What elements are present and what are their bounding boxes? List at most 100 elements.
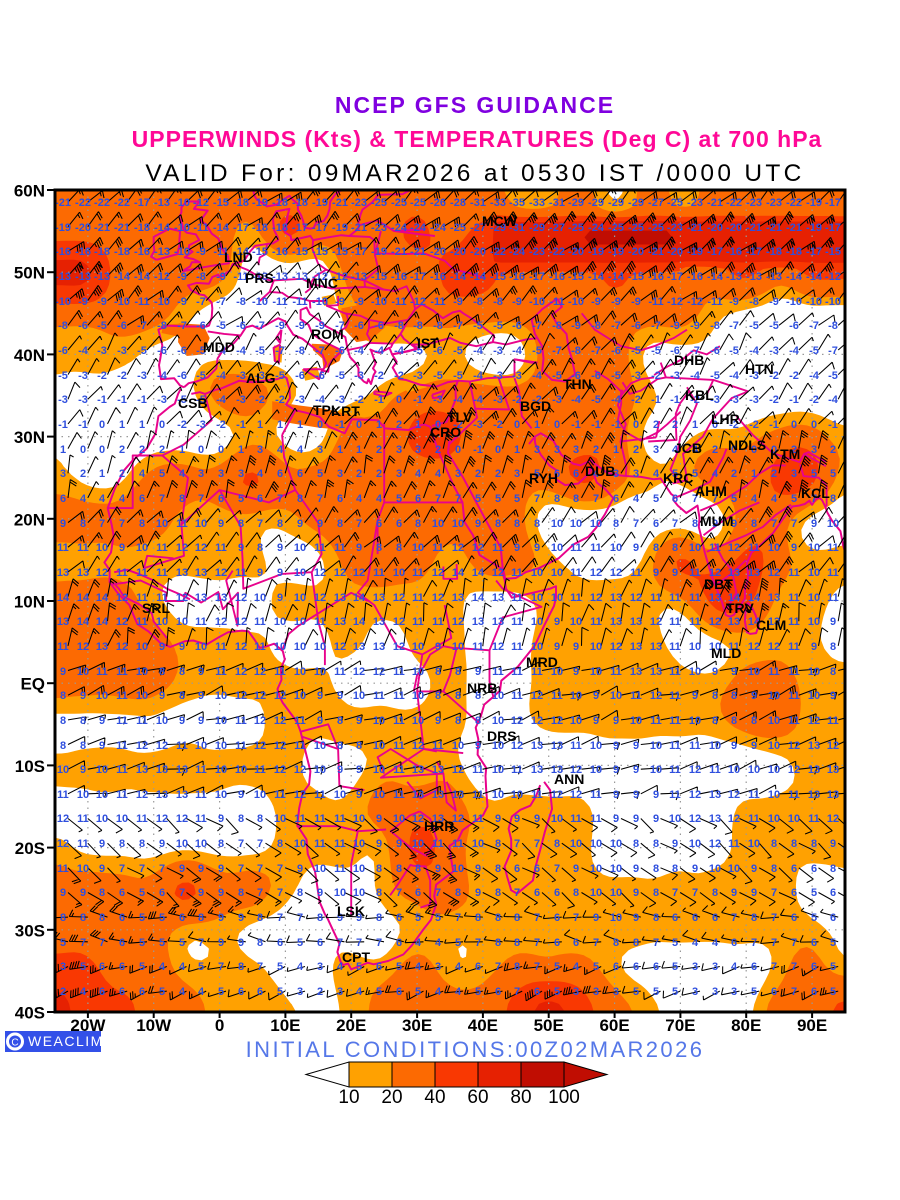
svg-text:14: 14 xyxy=(353,592,366,604)
svg-text:-4: -4 xyxy=(571,394,582,406)
svg-text:-7: -7 xyxy=(591,345,601,357)
svg-text:-2: -2 xyxy=(374,370,384,382)
svg-text:8: 8 xyxy=(337,715,343,727)
svg-text:0: 0 xyxy=(811,419,817,431)
svg-text:-11: -11 xyxy=(213,246,228,258)
svg-text:-4: -4 xyxy=(828,394,839,406)
svg-text:12: 12 xyxy=(176,592,188,604)
svg-text:8: 8 xyxy=(415,518,421,530)
svg-text:6: 6 xyxy=(396,912,402,924)
svg-text:40N: 40N xyxy=(14,346,45,365)
svg-text:7: 7 xyxy=(198,493,204,505)
svg-text:4: 4 xyxy=(415,468,422,480)
svg-text:-11: -11 xyxy=(707,296,722,308)
svg-text:9: 9 xyxy=(159,690,165,702)
svg-text:VALID For: 09MAR2026 at 0530 I: VALID For: 09MAR2026 at 0530 IST /0000 U… xyxy=(145,160,804,187)
svg-text:3: 3 xyxy=(455,468,461,480)
svg-text:-1: -1 xyxy=(473,444,483,456)
svg-text:0: 0 xyxy=(99,419,105,431)
svg-text:11: 11 xyxy=(669,715,681,727)
svg-text:-17: -17 xyxy=(312,222,328,234)
svg-text:10: 10 xyxy=(650,764,662,776)
svg-text:BGD: BGD xyxy=(520,398,551,414)
svg-text:11: 11 xyxy=(570,740,582,752)
svg-text:-19: -19 xyxy=(371,246,387,258)
svg-text:10: 10 xyxy=(294,838,306,850)
svg-text:-5: -5 xyxy=(177,394,187,406)
svg-text:10: 10 xyxy=(412,542,424,554)
svg-text:9: 9 xyxy=(317,690,323,702)
svg-text:-1: -1 xyxy=(97,394,107,406)
svg-text:-19: -19 xyxy=(55,222,71,234)
svg-text:-3: -3 xyxy=(354,370,364,382)
svg-text:2: 2 xyxy=(119,444,125,456)
svg-text:11: 11 xyxy=(511,616,523,628)
svg-text:7: 7 xyxy=(534,493,540,505)
svg-text:13: 13 xyxy=(57,616,69,628)
svg-text:-10: -10 xyxy=(154,296,170,308)
svg-text:-8: -8 xyxy=(710,320,720,332)
svg-text:7: 7 xyxy=(356,937,362,949)
svg-text:3: 3 xyxy=(554,444,560,456)
svg-text:MUM: MUM xyxy=(700,513,733,529)
svg-text:-1: -1 xyxy=(591,419,601,431)
svg-text:30N: 30N xyxy=(14,428,45,447)
svg-text:-2: -2 xyxy=(651,370,661,382)
svg-text:9: 9 xyxy=(692,863,698,875)
svg-text:8: 8 xyxy=(238,518,244,530)
svg-text:-3: -3 xyxy=(255,370,265,382)
svg-text:13: 13 xyxy=(531,764,543,776)
svg-text:HRR: HRR xyxy=(424,818,454,834)
svg-text:-5: -5 xyxy=(58,370,68,382)
svg-text:8: 8 xyxy=(99,912,105,924)
svg-text:3: 3 xyxy=(317,961,323,973)
svg-text:10: 10 xyxy=(215,789,227,801)
svg-text:12: 12 xyxy=(195,542,207,554)
svg-text:11: 11 xyxy=(195,813,207,825)
svg-text:8: 8 xyxy=(731,690,737,702)
svg-text:-5: -5 xyxy=(196,345,206,357)
svg-text:-9: -9 xyxy=(335,296,345,308)
svg-text:11: 11 xyxy=(630,690,642,702)
svg-text:11: 11 xyxy=(393,690,405,702)
svg-text:10: 10 xyxy=(77,789,89,801)
svg-text:5: 5 xyxy=(672,468,678,480)
svg-text:11: 11 xyxy=(334,542,346,554)
svg-text:12: 12 xyxy=(215,616,227,628)
svg-text:1: 1 xyxy=(297,419,303,431)
svg-text:-9: -9 xyxy=(611,296,621,308)
svg-text:12: 12 xyxy=(689,764,701,776)
svg-text:13: 13 xyxy=(452,592,464,604)
svg-text:6: 6 xyxy=(672,493,678,505)
svg-text:-14: -14 xyxy=(470,271,487,283)
svg-text:50E: 50E xyxy=(534,1016,564,1035)
svg-text:5: 5 xyxy=(633,986,639,998)
svg-text:-4: -4 xyxy=(374,345,385,357)
svg-text:12: 12 xyxy=(511,740,523,752)
svg-text:3: 3 xyxy=(613,468,619,480)
svg-text:12: 12 xyxy=(254,666,266,678)
svg-text:-3: -3 xyxy=(295,394,305,406)
svg-text:0: 0 xyxy=(80,444,86,456)
svg-text:-25: -25 xyxy=(410,197,426,209)
svg-text:13: 13 xyxy=(768,616,780,628)
svg-text:-20: -20 xyxy=(450,246,466,258)
svg-text:4: 4 xyxy=(455,986,462,998)
svg-text:6: 6 xyxy=(633,961,639,973)
svg-text:5: 5 xyxy=(317,468,323,480)
svg-text:-20: -20 xyxy=(568,246,584,258)
svg-text:3: 3 xyxy=(573,444,579,456)
svg-text:-14: -14 xyxy=(707,271,724,283)
svg-text:4: 4 xyxy=(159,961,166,973)
svg-text:KCL: KCL xyxy=(801,485,830,501)
svg-text:9: 9 xyxy=(376,813,382,825)
svg-text:11: 11 xyxy=(432,616,444,628)
svg-text:9: 9 xyxy=(613,813,619,825)
svg-text:10: 10 xyxy=(590,764,602,776)
svg-text:10: 10 xyxy=(768,690,780,702)
svg-text:60: 60 xyxy=(467,1087,488,1108)
svg-text:10: 10 xyxy=(353,887,365,899)
svg-text:7: 7 xyxy=(672,518,678,530)
svg-text:9: 9 xyxy=(751,887,757,899)
svg-text:11: 11 xyxy=(393,666,405,678)
